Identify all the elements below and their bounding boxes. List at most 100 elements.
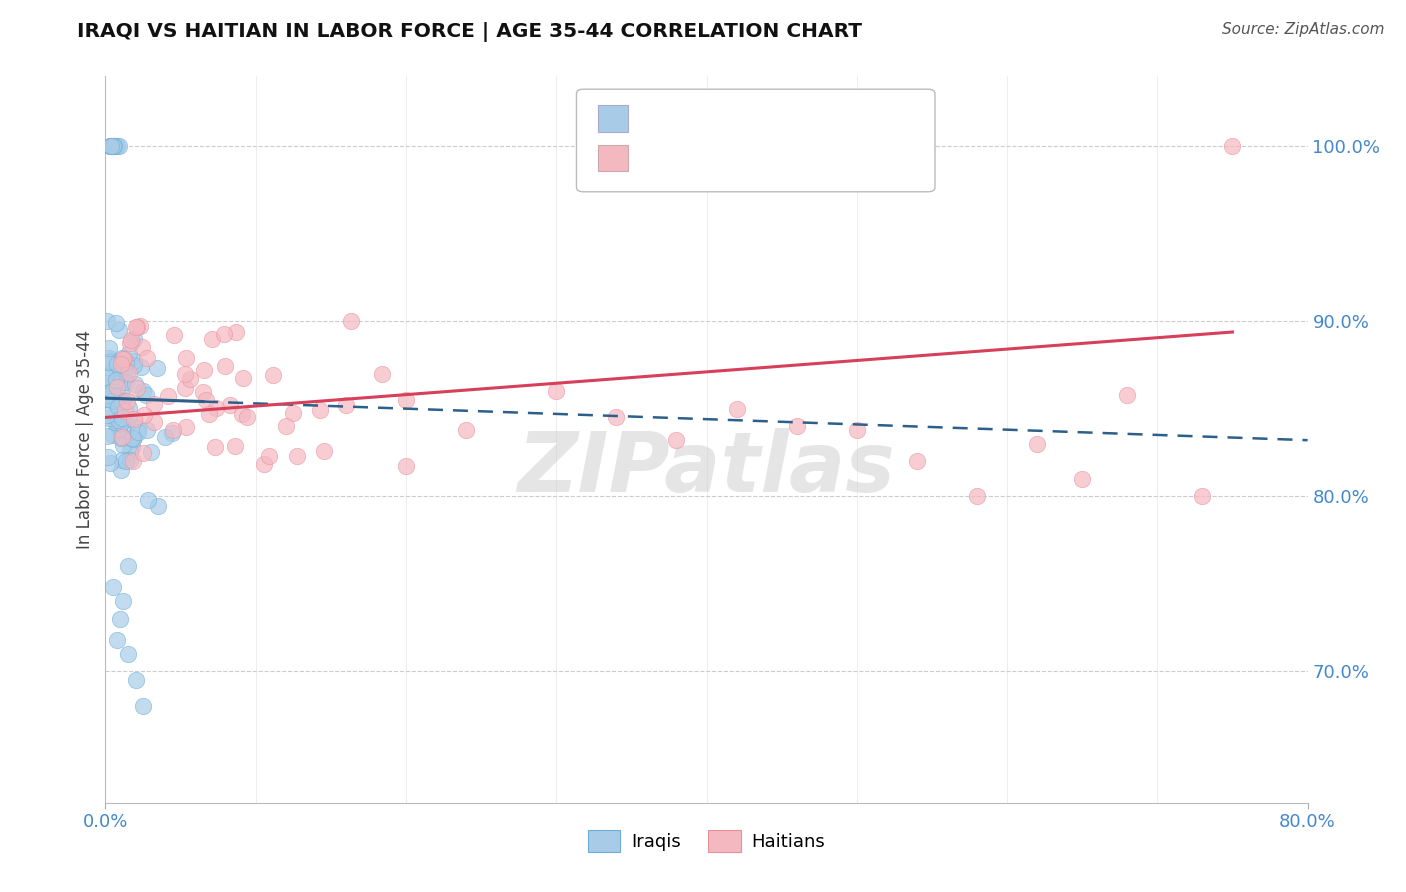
Point	[112, 594, 135, 608]
Point	[1222, 139, 1244, 153]
Point	[371, 368, 394, 382]
Text: ZIPatlas: ZIPatlas	[517, 428, 896, 509]
Point	[96, 409, 118, 423]
Point	[193, 363, 215, 377]
Point	[546, 384, 568, 398]
Point	[103, 139, 125, 153]
Point	[110, 387, 132, 401]
Point	[115, 394, 138, 409]
Point	[117, 647, 139, 661]
Point	[101, 384, 124, 399]
Point	[132, 384, 155, 398]
Text: R =: R =	[640, 148, 686, 168]
Point	[179, 372, 201, 386]
Point	[136, 351, 159, 366]
Text: 72: 72	[825, 148, 858, 168]
Point	[135, 388, 157, 402]
Point	[100, 139, 122, 153]
Point	[107, 632, 129, 647]
Point	[309, 403, 332, 417]
Point	[163, 327, 186, 342]
Point	[110, 416, 132, 430]
Point	[112, 352, 135, 367]
Point	[110, 463, 132, 477]
Point	[145, 361, 167, 376]
Point	[125, 319, 148, 334]
Point	[162, 424, 184, 438]
Point	[112, 351, 135, 366]
Point	[219, 398, 242, 412]
Text: IRAQI VS HAITIAN IN LABOR FORCE | AGE 35-44 CORRELATION CHART: IRAQI VS HAITIAN IN LABOR FORCE | AGE 35…	[77, 22, 862, 42]
Point	[285, 450, 308, 464]
Point	[96, 376, 118, 391]
Point	[118, 401, 141, 415]
Point	[725, 401, 748, 416]
Point	[605, 410, 627, 425]
Point	[142, 415, 165, 429]
Point	[101, 139, 124, 153]
Point	[174, 381, 197, 395]
Point	[212, 326, 235, 341]
Point	[101, 394, 124, 409]
Point	[115, 367, 138, 381]
Point	[335, 398, 357, 412]
Point	[101, 139, 124, 153]
Point	[1116, 387, 1139, 401]
Point	[96, 428, 118, 442]
Point	[112, 393, 135, 408]
Point	[100, 391, 122, 405]
Point	[129, 359, 152, 374]
Point	[201, 332, 224, 346]
Point	[122, 354, 145, 368]
Point	[96, 392, 118, 406]
Point	[136, 492, 159, 507]
Point	[110, 367, 132, 381]
Text: Source: ZipAtlas.com: Source: ZipAtlas.com	[1222, 22, 1385, 37]
Point	[110, 365, 132, 379]
Point	[111, 411, 134, 425]
Point	[103, 139, 125, 153]
Point	[198, 407, 221, 421]
Point	[157, 389, 180, 403]
Point	[124, 377, 146, 392]
Point	[174, 367, 197, 381]
Point	[107, 417, 129, 431]
Point	[231, 407, 253, 421]
Point	[146, 499, 169, 513]
Point	[456, 423, 478, 437]
Point	[232, 371, 254, 385]
Point	[110, 612, 132, 626]
Point	[96, 370, 118, 384]
Point	[132, 408, 155, 422]
Point	[121, 431, 143, 445]
Point	[127, 421, 149, 435]
Point	[101, 384, 124, 399]
Point	[262, 368, 284, 383]
Point	[97, 450, 120, 465]
Point	[100, 354, 122, 368]
Point	[253, 457, 276, 471]
Point	[104, 359, 127, 374]
Point	[905, 454, 928, 468]
Point	[98, 139, 121, 153]
Point	[107, 393, 129, 408]
Point	[110, 357, 132, 371]
Point	[127, 381, 149, 395]
Point	[97, 385, 120, 400]
Point	[108, 322, 131, 336]
Point	[966, 489, 988, 503]
Point	[193, 385, 215, 400]
Point	[111, 397, 134, 411]
Point	[132, 699, 155, 714]
Point	[665, 433, 688, 447]
Point	[107, 398, 129, 412]
Point	[104, 415, 127, 429]
Point	[131, 340, 153, 354]
Point	[120, 335, 142, 350]
Point	[845, 423, 868, 437]
Point	[340, 314, 363, 328]
Point	[100, 139, 122, 153]
Point	[127, 425, 149, 439]
Point	[1071, 472, 1094, 486]
Point	[98, 351, 121, 366]
